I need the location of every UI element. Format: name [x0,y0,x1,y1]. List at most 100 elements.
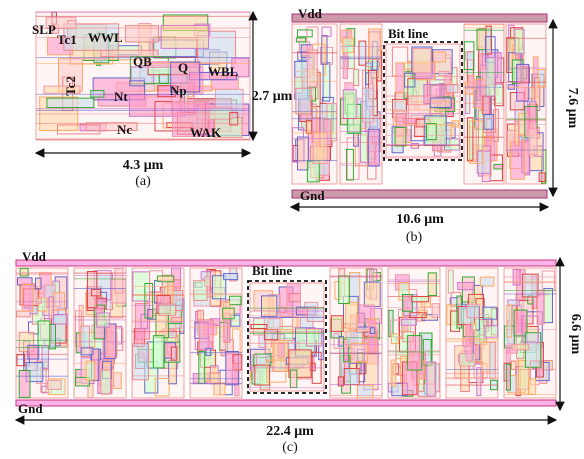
layout-shape [401,319,416,325]
layout-shape [430,98,451,107]
layout-shape [156,313,169,337]
layout-shape [468,75,474,88]
layout-shape [354,69,359,85]
layout-shape [511,142,525,180]
layout-shape [368,29,380,59]
node-label: Nt [114,89,128,104]
layouts [16,12,556,406]
node-label: Nc [117,122,132,137]
layout-shape [413,49,431,73]
layout-shape [484,114,493,129]
layout-shape [81,348,93,355]
layout-shape [515,29,524,54]
layout-shape [230,296,241,304]
layout-shape [105,324,116,359]
node-label: QB [133,54,152,69]
layout-shape [428,273,436,296]
layout-shape [91,91,104,97]
layout-shape [292,190,547,198]
layout-shape [323,63,330,101]
layout-shape [391,360,396,386]
caption: (c) [282,440,298,455]
rail-label: Gnd [18,401,43,416]
caption: (b) [406,230,423,245]
layout-shape [427,362,436,396]
layout-shape [115,268,123,293]
layout-shape [47,98,94,107]
layout-shape [368,319,375,353]
layout-shape [370,328,374,334]
layout-shape [36,278,41,288]
layout-shape [233,355,242,370]
layout-shape [130,81,145,86]
layout-shape [396,63,404,93]
layout-shape [206,348,211,355]
layout-shape [307,307,323,321]
layout-shape [210,373,220,383]
layout-shape [467,118,472,161]
layout-shape [157,276,173,282]
node-label: Q [178,60,188,75]
width-label: 4.3 μm [123,158,164,173]
layout-shape [296,88,311,114]
layout-shape [452,121,458,127]
layout-shape [322,36,327,65]
layout-shape [346,302,358,329]
layout-shape [494,110,499,142]
figure: 2.7 μm 4.3 μm (a) SLP Tc1 WWL Tc2 QB Q W… [0,0,584,459]
layout-shape [307,161,319,182]
layout-shape [508,85,514,90]
node-label: WAK [190,125,222,140]
node-label: Tc2 [63,76,78,96]
layout-shape [53,293,64,310]
height-label: 2.7 μm [252,89,293,104]
layout-shape [17,278,32,285]
layout-shape [467,304,479,317]
layout-shape [296,38,305,42]
layout-shape [214,383,225,395]
layout-shape [517,64,529,101]
layout-shape [408,336,422,371]
layout-shape [439,71,448,75]
layout-shape [507,305,512,337]
layout-shape [53,315,67,325]
rail-label: Gnd [300,188,325,203]
layout-shape [49,297,53,319]
layout-shape [477,151,490,173]
layout-shape [368,129,379,166]
layout-shape [523,274,539,297]
layout-shape [171,347,176,360]
width-label: 22.4 μm [266,424,314,439]
layout-shape [466,325,472,361]
layout-shape [432,304,439,318]
layout-shape [446,84,457,92]
layout-shape [506,364,510,390]
layout-shape [480,277,494,286]
layout-shape [48,380,62,389]
layout-shape [101,370,111,394]
layout-shape [224,274,238,280]
layout-shape [313,133,327,164]
layout-shape [153,336,164,368]
layout-shape [297,137,308,170]
layout-shape [528,129,537,155]
layout-shape [483,307,497,319]
layout-shape [133,344,149,380]
rail-label: Vdd [22,249,47,264]
layout-shape [262,296,277,317]
layout-shape [537,290,544,324]
layout-shape [49,325,55,349]
layout-shape [427,124,437,140]
layout-shape [343,38,354,53]
layout-shape [458,282,474,289]
rail-label: Vdd [298,6,323,21]
node-label: Tc1 [57,32,77,47]
layout-shape [205,277,210,287]
layout-shape [448,270,453,293]
layout-shape [290,370,297,388]
layout-shape [169,361,177,384]
layout-shape [412,296,429,301]
layout-shape [36,299,41,304]
layout-shape [16,400,556,406]
layout-shape [331,316,343,332]
